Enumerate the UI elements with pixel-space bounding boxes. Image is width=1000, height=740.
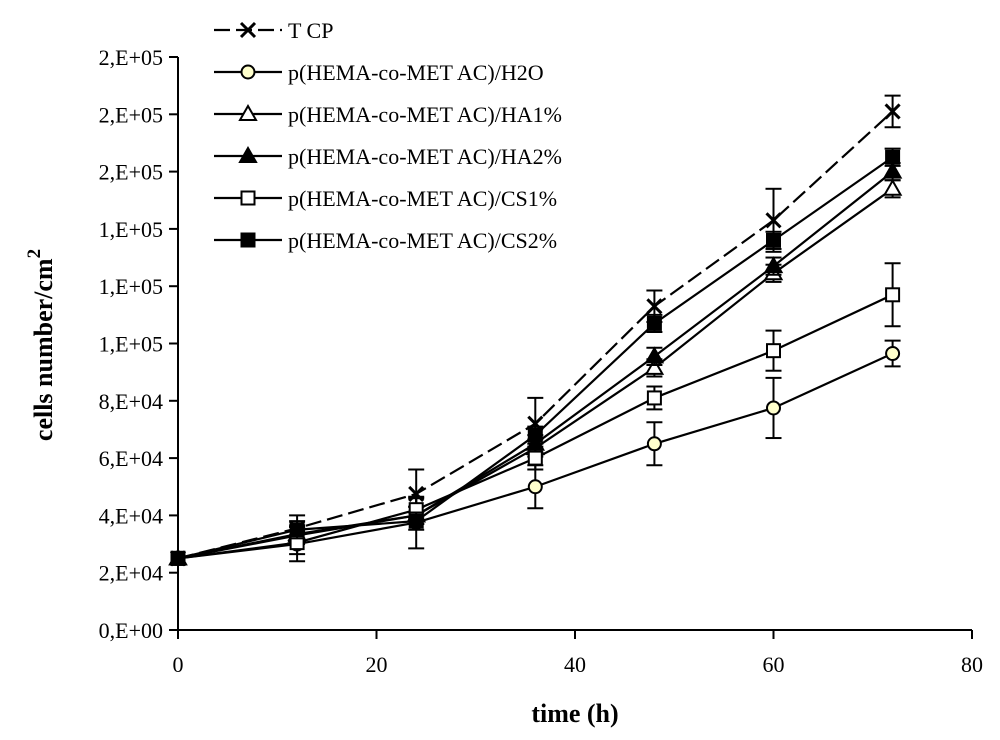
x-ticks: 0 20 40 60 80 <box>173 630 983 677</box>
data-point <box>646 436 662 452</box>
x-tick-label: 20 <box>366 652 388 677</box>
y-tick-label: 8,E+04 <box>99 389 163 414</box>
y-tick-label: 1,E+05 <box>99 332 163 357</box>
y-tick-label: 1,E+05 <box>99 274 163 299</box>
y-axis-title-main: cells number/cm <box>29 258 58 441</box>
legend-label: T CP <box>288 18 333 43</box>
legend-label: p(HEMA-co-MET AC)/HA1% <box>288 102 562 127</box>
data-point <box>885 287 901 303</box>
legend-item: p(HEMA-co-MET AC)/HA2% <box>214 144 562 169</box>
y-tick-label: 2,E+05 <box>99 102 163 127</box>
legend-item: p(HEMA-co-MET AC)/CS1% <box>214 186 557 211</box>
data-point <box>289 522 305 538</box>
y-axis-title: cells number/cm2 <box>24 249 58 441</box>
data-point <box>408 513 424 529</box>
legend-label: p(HEMA-co-MET AC)/H2O <box>288 60 544 85</box>
data-point <box>882 161 903 179</box>
legend-marker <box>238 103 258 121</box>
y-tick-label: 1,E+05 <box>99 217 163 242</box>
legend-label: p(HEMA-co-MET AC)/CS2% <box>288 228 557 253</box>
x-tick-label: 0 <box>173 652 184 677</box>
data-point <box>766 232 781 248</box>
data-point <box>644 357 665 375</box>
legend-label: p(HEMA-co-MET AC)/CS1% <box>288 186 557 211</box>
legend: T CP p(HEMA-co-MET AC)/H2O p(HEMA-co-MET A… <box>214 18 562 253</box>
marker-stroke <box>646 298 663 315</box>
data-point <box>885 346 901 362</box>
data-point <box>884 103 901 120</box>
data-point <box>527 450 543 466</box>
data-point <box>646 390 662 406</box>
x-axis-title: time (h) <box>531 699 618 728</box>
data-point <box>646 298 663 315</box>
data-point <box>170 550 186 566</box>
x-tick-label: 60 <box>763 652 785 677</box>
legend-marker <box>240 232 256 248</box>
legend-marker <box>240 190 256 206</box>
legend-marker <box>240 64 256 80</box>
data-point <box>646 315 662 331</box>
series-6 <box>170 147 901 566</box>
marker-stroke <box>884 103 901 120</box>
y-tick-label: 4,E+04 <box>99 503 163 528</box>
y-axis-title-group: cells number/cm2 <box>24 249 58 441</box>
y-axis-title-superscript: 2 <box>24 249 45 259</box>
y-ticks: 0,E+00 2,E+04 4,E+04 6,E+04 8,E+04 1,E+05 1,E+… <box>99 45 178 643</box>
y-tick-label: 2,E+05 <box>99 160 163 185</box>
marker-stroke <box>239 21 257 39</box>
legend-label: p(HEMA-co-MET AC)/HA2% <box>288 144 562 169</box>
legend-item: p(HEMA-co-MET AC)/CS2% <box>214 228 557 253</box>
data-point <box>766 400 781 416</box>
data-point <box>527 479 543 495</box>
y-tick-label: 0,E+00 <box>99 618 163 643</box>
data-point <box>644 346 665 364</box>
data-point <box>765 212 782 229</box>
legend-item: T CP <box>214 18 333 43</box>
data-point <box>885 149 901 165</box>
data-point <box>882 178 903 196</box>
legend-item: p(HEMA-co-MET AC)/H2O <box>214 60 544 85</box>
marker-stroke <box>765 212 782 229</box>
data-point <box>763 256 784 274</box>
data-point <box>766 343 781 359</box>
series-layer <box>168 94 903 567</box>
y-tick-label: 2,E+05 <box>99 45 163 70</box>
legend-marker <box>239 21 257 39</box>
x-tick-label: 40 <box>564 652 586 677</box>
legend-marker <box>238 145 258 163</box>
y-tick-label: 2,E+04 <box>99 561 163 586</box>
y-tick-label: 6,E+04 <box>99 446 163 471</box>
data-point <box>527 427 543 443</box>
legend-item: p(HEMA-co-MET AC)/HA1% <box>214 102 562 127</box>
x-tick-label: 80 <box>961 652 983 677</box>
